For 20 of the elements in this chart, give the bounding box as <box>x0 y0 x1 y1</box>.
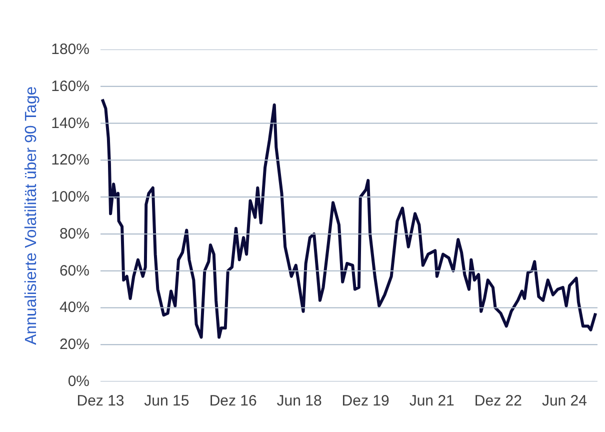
x-tick-label: Dez 19 <box>342 392 390 410</box>
line-series <box>100 98 598 339</box>
y-axis-title: Annualisierte Volatilität über 90 Tage <box>23 86 40 345</box>
y-tick-label: 160% <box>51 78 90 95</box>
y-tick-label: 140% <box>51 114 90 132</box>
x-tick-label: Dez 13 <box>76 392 124 410</box>
x-tick-label: Jun 21 <box>409 392 454 410</box>
y-tick-label: 20% <box>59 336 90 354</box>
y-tick-label: 100% <box>51 188 90 206</box>
y-tick-label: 0% <box>68 373 90 390</box>
y-tick-label: 180% <box>51 41 90 58</box>
x-tick-label: Dez 16 <box>209 392 257 410</box>
y-tick-label: 40% <box>59 299 90 316</box>
y-tick-label: 120% <box>51 152 90 169</box>
x-tick-label: Jun 18 <box>276 392 322 410</box>
y-tick-label: 60% <box>59 262 90 280</box>
x-tick-label: Jun 15 <box>144 392 190 410</box>
x-tick-label: Jun 24 <box>542 392 587 410</box>
y-tick-label: 80% <box>59 225 90 242</box>
x-tick-label: Dez 22 <box>474 392 522 410</box>
